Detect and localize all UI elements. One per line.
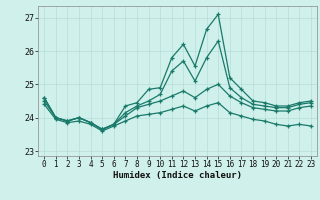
X-axis label: Humidex (Indice chaleur): Humidex (Indice chaleur) [113, 171, 242, 180]
